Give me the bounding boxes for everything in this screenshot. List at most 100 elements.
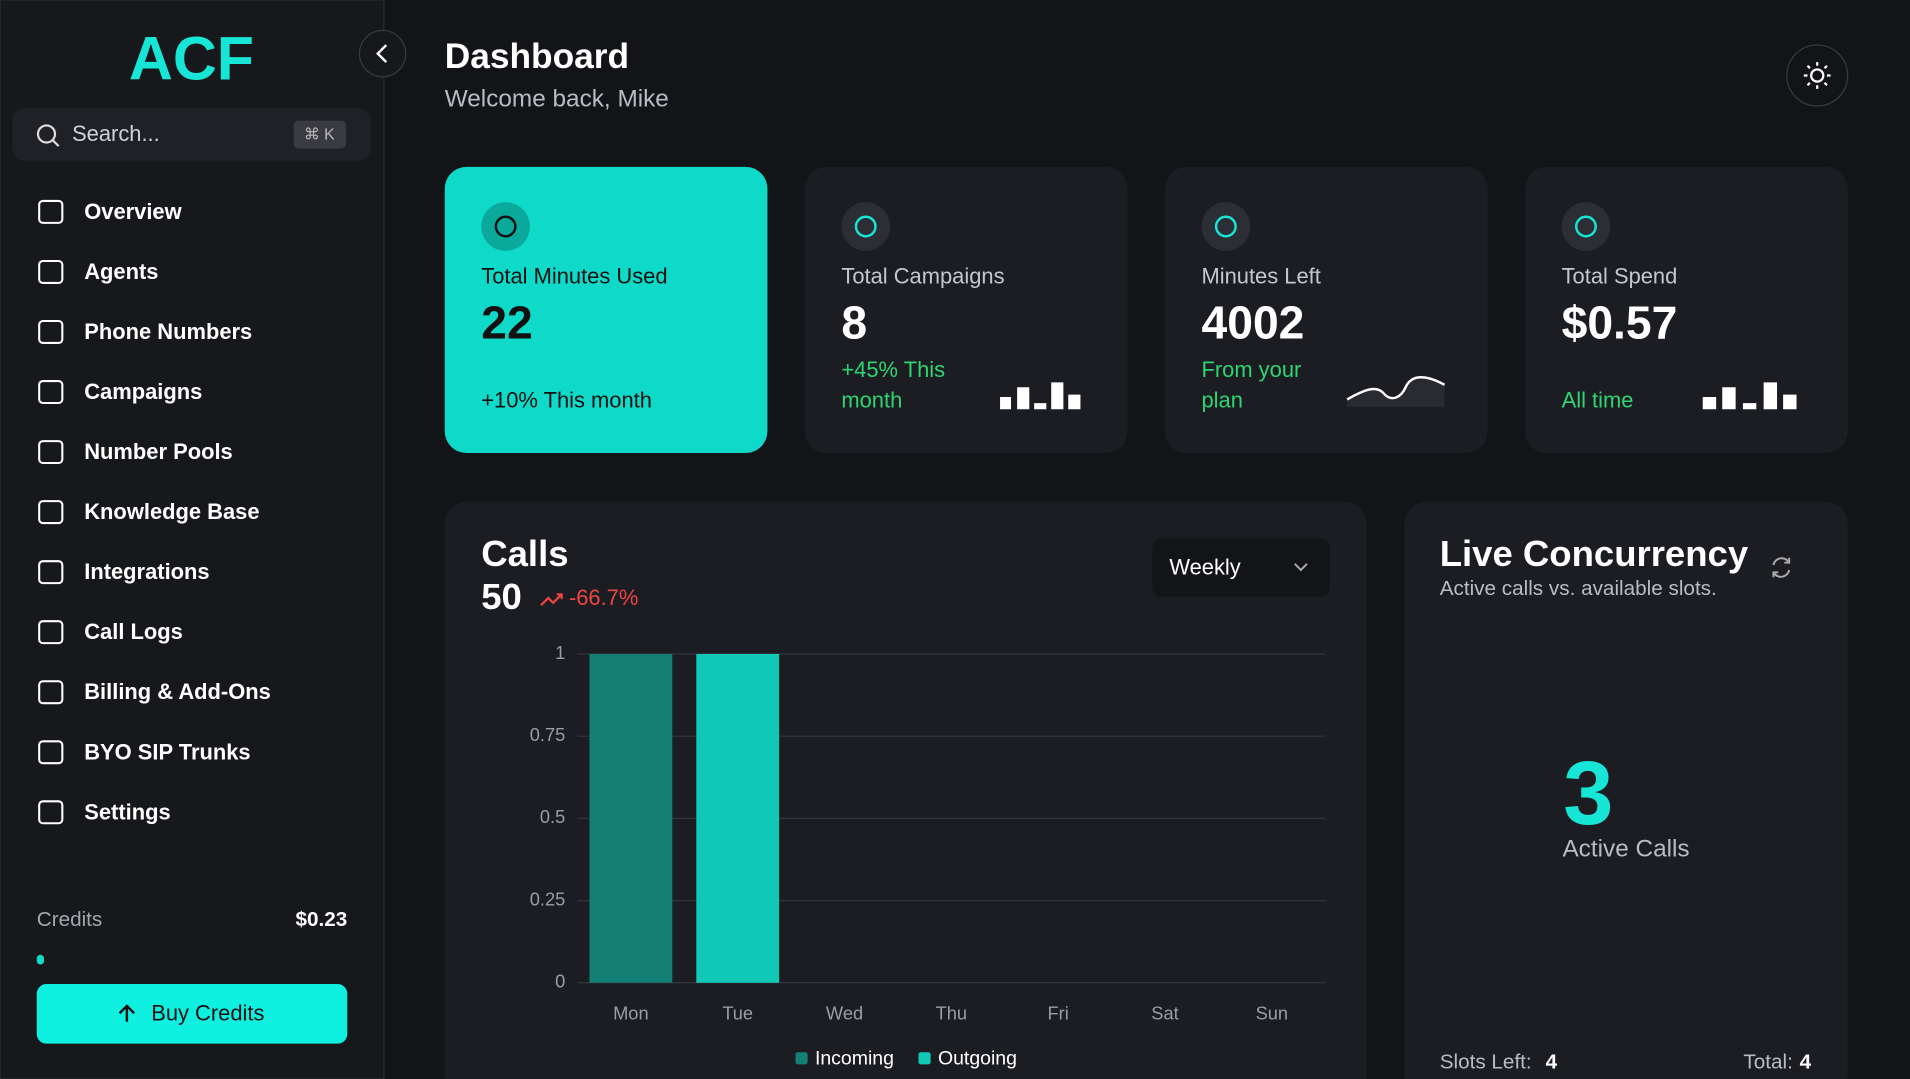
x-tick-label: Wed: [826, 1002, 863, 1023]
nav-item[interactable]: Settings: [84, 799, 170, 824]
calls-change: -66.7%: [569, 585, 638, 610]
nav-icon: [38, 500, 64, 525]
sparklines: [1000, 376, 1797, 410]
mini-bars: [1702, 382, 1797, 410]
stat-value: 4002: [1201, 297, 1304, 349]
calls-card: [444, 501, 1367, 1079]
period-select[interactable]: [1152, 538, 1331, 597]
x-tick-label: Sat: [1151, 1002, 1178, 1023]
total: 4: [1800, 1051, 1812, 1074]
stat-value: 22: [481, 297, 532, 349]
stat-icon-bg: [1201, 202, 1251, 251]
stat-note: +45% This: [841, 357, 945, 382]
stat-note: plan: [1201, 388, 1242, 413]
stat-icon: [494, 215, 517, 238]
stats: Total Minutes Used 22 +10% This month Total…: [444, 166, 1848, 454]
live-card: [1404, 501, 1848, 1079]
logo: ACF: [129, 24, 254, 92]
chart-title: Calls: [481, 533, 568, 574]
nav-item[interactable]: Number Pools: [84, 439, 232, 464]
refresh-icon[interactable]: [1772, 557, 1791, 578]
stat-note: +10% This month: [481, 388, 652, 413]
nav-icon: [38, 319, 64, 344]
bar: [589, 653, 673, 983]
stat-icon-bg: [841, 202, 891, 251]
nav-item[interactable]: Knowledge Base: [84, 499, 259, 524]
theme-toggle[interactable]: [1786, 44, 1849, 107]
buy-button-label: Buy Credits: [151, 1000, 264, 1025]
page-subtitle: Welcome back, Mike: [445, 85, 669, 112]
slots-left-label: Slots Left:: [1440, 1051, 1532, 1074]
search-icon: [51, 139, 60, 147]
nav-icon: [38, 380, 64, 405]
stat-note: From your: [1201, 357, 1301, 382]
calls-total: 50: [481, 576, 522, 617]
nav-item[interactable]: Call Logs: [84, 619, 183, 644]
live-title: Live Concurrency: [1440, 533, 1749, 574]
nav-icon: [38, 440, 64, 465]
legend-label: Incoming: [815, 1048, 894, 1070]
nav-item[interactable]: Agents: [84, 259, 158, 284]
active-count: 3: [1563, 743, 1613, 844]
nav-item[interactable]: Integrations: [84, 559, 209, 584]
nav-icon: [38, 800, 64, 825]
y-tick-label: 0.5: [540, 806, 565, 827]
nav-item[interactable]: BYO SIP Trunks: [84, 739, 250, 764]
collapse-icon: [376, 44, 388, 63]
nav-item[interactable]: Campaigns: [84, 379, 202, 404]
nav-item[interactable]: Billing & Add-Ons: [84, 679, 271, 704]
stat-label: Total Spend: [1562, 263, 1678, 288]
nav-icon: [38, 560, 64, 585]
x-tick-label: Thu: [936, 1002, 967, 1023]
collapse-button[interactable]: [358, 29, 407, 78]
sparkline: [1346, 376, 1446, 401]
nav-icon: [38, 740, 64, 765]
nav: Overview Agents Phone Numbers Campaigns Numb…: [38, 199, 271, 825]
x-tick-label: Tue: [722, 1002, 753, 1023]
page-title: Dashboard: [445, 37, 629, 76]
search-box[interactable]: [12, 108, 371, 161]
x-tick-label: Mon: [613, 1002, 649, 1023]
y-tick-label: 0.75: [530, 724, 566, 745]
legend-swatch: [918, 1052, 931, 1065]
chart: 0 0.25 0.5 0.75 1 Mon Tue Wed Thu Fri Sat Sun Incomi…: [530, 642, 1326, 1070]
total-label: Total:: [1743, 1051, 1792, 1074]
bar: [696, 653, 780, 983]
sparkline-area: [1347, 377, 1445, 407]
dropdown-icon: [1294, 563, 1308, 572]
shortcut: ⌘ K: [304, 126, 335, 143]
stat-icon-bg: [1561, 202, 1611, 251]
nav-item[interactable]: Phone Numbers: [84, 319, 252, 344]
stat-label: Total Campaigns: [841, 263, 1004, 288]
live-subtitle: Active calls vs. available slots.: [1440, 577, 1717, 600]
stat-label: Minutes Left: [1201, 263, 1320, 288]
trend-icon: [540, 593, 563, 607]
stat-value: 8: [841, 297, 867, 349]
nav-icon: [38, 259, 64, 284]
search-icon: [36, 124, 57, 144]
stat-icon: [1214, 215, 1237, 238]
slots-left: 4: [1546, 1051, 1558, 1074]
nav-icon: [38, 199, 64, 224]
shortcut-badge: [293, 120, 347, 149]
nav-item[interactable]: Overview: [84, 199, 182, 224]
theme-icon: [1810, 68, 1825, 83]
period: Weekly: [1169, 555, 1240, 580]
stat-icon: [854, 215, 877, 238]
credits-progress: [36, 954, 45, 965]
stat-note: month: [841, 388, 902, 413]
stat-note: All time: [1562, 388, 1634, 413]
buy-button[interactable]: [36, 984, 348, 1044]
credits-label: Credits: [37, 908, 103, 931]
nav-icon: [38, 620, 64, 645]
buy-icon: [118, 1004, 136, 1022]
stat-icon-bg: [481, 202, 530, 251]
mini-bars: [1000, 382, 1081, 410]
nav-icon: [38, 680, 64, 705]
search-placeholder: Search...: [72, 121, 160, 146]
y-tick-label: 1: [555, 642, 565, 663]
active-label: Active Calls: [1562, 835, 1689, 862]
legend-label: Outgoing: [938, 1048, 1017, 1070]
stat-value: $0.57: [1562, 297, 1678, 349]
